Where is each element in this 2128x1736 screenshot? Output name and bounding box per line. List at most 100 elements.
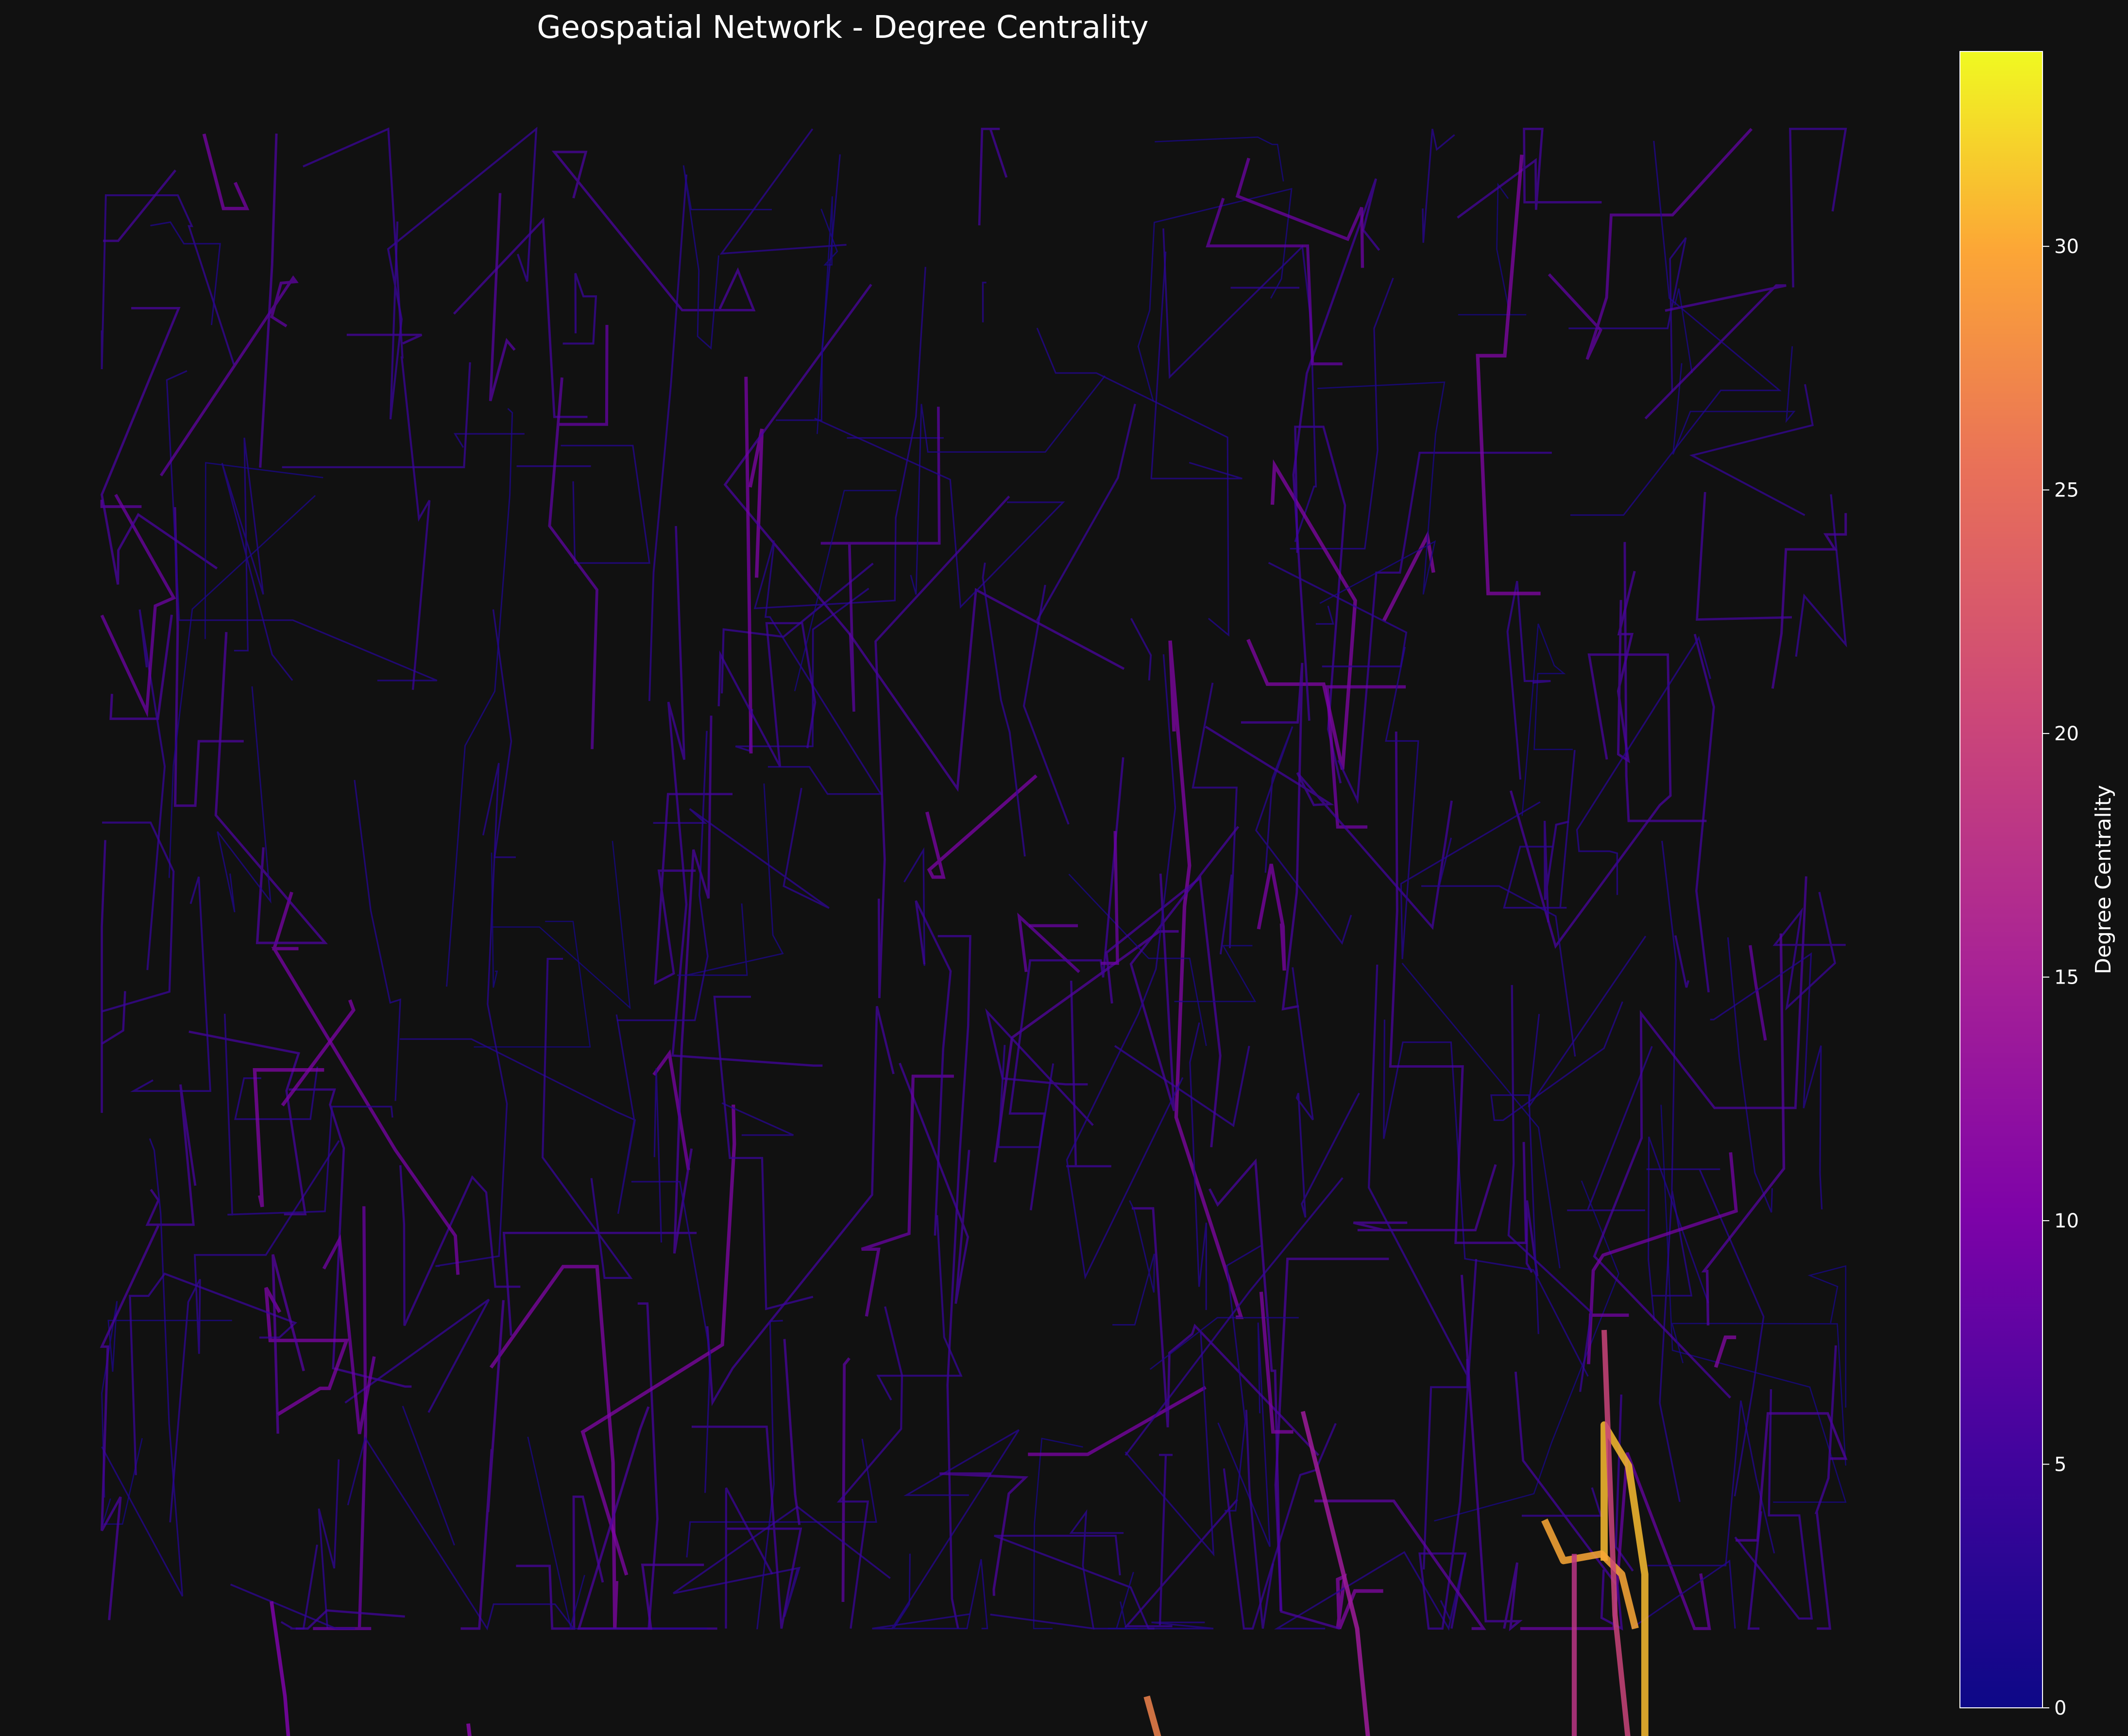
network-edge [1137,187,1293,402]
network-path [1600,1421,1649,1736]
network-edge [399,1165,521,1327]
network-edge [836,1306,903,1629]
network-edge [1418,1259,1478,1630]
network-edge [234,1066,319,1120]
network-edge [753,267,926,610]
network-edge [617,731,709,1021]
network-edge [1671,1323,1847,1466]
network-edge [166,370,438,681]
network-edge [101,306,218,585]
network-edge [978,128,1008,225]
network-highlight-paths [270,1329,1649,1736]
network-edge [1548,128,1753,360]
network-edge [1714,1335,1736,1368]
network-edge [1315,605,1334,625]
network-edge [100,1225,160,1620]
network-edge [719,128,847,255]
network-edge [783,1339,801,1525]
network-edge [453,433,525,448]
network-edge [1336,1573,1383,1630]
network-edge [1314,1499,1486,1630]
colorbar-tick-label: 20 [2054,723,2079,745]
network-edge [1651,1191,1693,1502]
network-edge [654,793,733,985]
network-edge [874,495,1010,998]
network-edge [280,1544,318,1630]
network-edge [1789,128,1847,288]
network-edge [1066,654,1184,1280]
network-edge [542,957,633,1279]
network-edge [1631,1559,1736,1629]
network-edge [1543,820,1569,922]
network-edge [706,1005,895,1406]
colorbar-tick-label: 25 [2054,479,2079,502]
network-edge [1490,1001,1623,1334]
network-edge [1325,685,1406,829]
network-edge [1385,647,1541,959]
network-edge [721,562,874,694]
network-edge [202,133,250,210]
network-edge [820,407,941,712]
network-edge [1017,912,1080,973]
network-edge [101,991,126,1045]
network-edge [1066,981,1111,1168]
network-edge [1225,1245,1261,1512]
network-edge [173,507,244,807]
network-edge [1274,1258,1389,1630]
network-edge [1576,635,1712,895]
network-edge [100,494,176,718]
network-edge [1623,542,1707,822]
network-edge [1567,1046,1653,1211]
network-edge [1107,1572,1138,1630]
network-edge [1257,864,1286,971]
network-edge [145,1084,197,1226]
network-edge [346,333,423,345]
network-edge [1568,237,1687,392]
network-edge [453,217,588,418]
network-edge [723,284,1125,792]
network-edge [997,1045,1055,1148]
network-edge [1155,136,1284,182]
network-edge [259,133,278,468]
network-edge [1235,157,1364,268]
network-edge [872,1429,1020,1630]
network-edge [491,852,498,988]
network-edge [502,1231,697,1336]
network-path [1541,1518,1639,1630]
network-edge [580,1105,736,1576]
network-edge [204,462,323,639]
network-edge [264,1287,349,1416]
network-edge [1124,1454,1238,1628]
network-edge [344,1298,490,1413]
network-edge [400,1014,636,1214]
network-path [1300,1411,1370,1736]
network-edge [253,1068,324,1208]
network-edge [1292,178,1380,721]
network-edge [1771,513,1847,689]
network-edge [667,526,823,1067]
network-edge [1274,1551,1466,1631]
network-edge [1292,967,1360,1218]
network-edge [150,221,221,325]
colorbar-gradient [1959,51,2043,1708]
network-edge [1192,682,1238,954]
network-edge [100,499,142,508]
network-edge [402,1406,455,1546]
network-edge [492,841,631,1009]
network-edge [1124,1332,1215,1557]
network-edge [1245,1410,1274,1629]
network-edge [1290,277,1394,550]
network-edge [313,1206,372,1630]
colorbar-tick-label: 30 [2054,236,2079,258]
network-edge [102,821,175,1013]
network-edge [691,1426,802,1629]
network-edge [1205,726,1453,930]
network-edge [1206,198,1343,366]
network-edge [1644,284,1787,420]
network-edge [1149,1317,1299,1370]
network-edge [1807,1265,1847,1408]
network-edge [1129,826,1240,1111]
network-edge [271,891,460,1275]
network-edge [1241,663,1304,1011]
